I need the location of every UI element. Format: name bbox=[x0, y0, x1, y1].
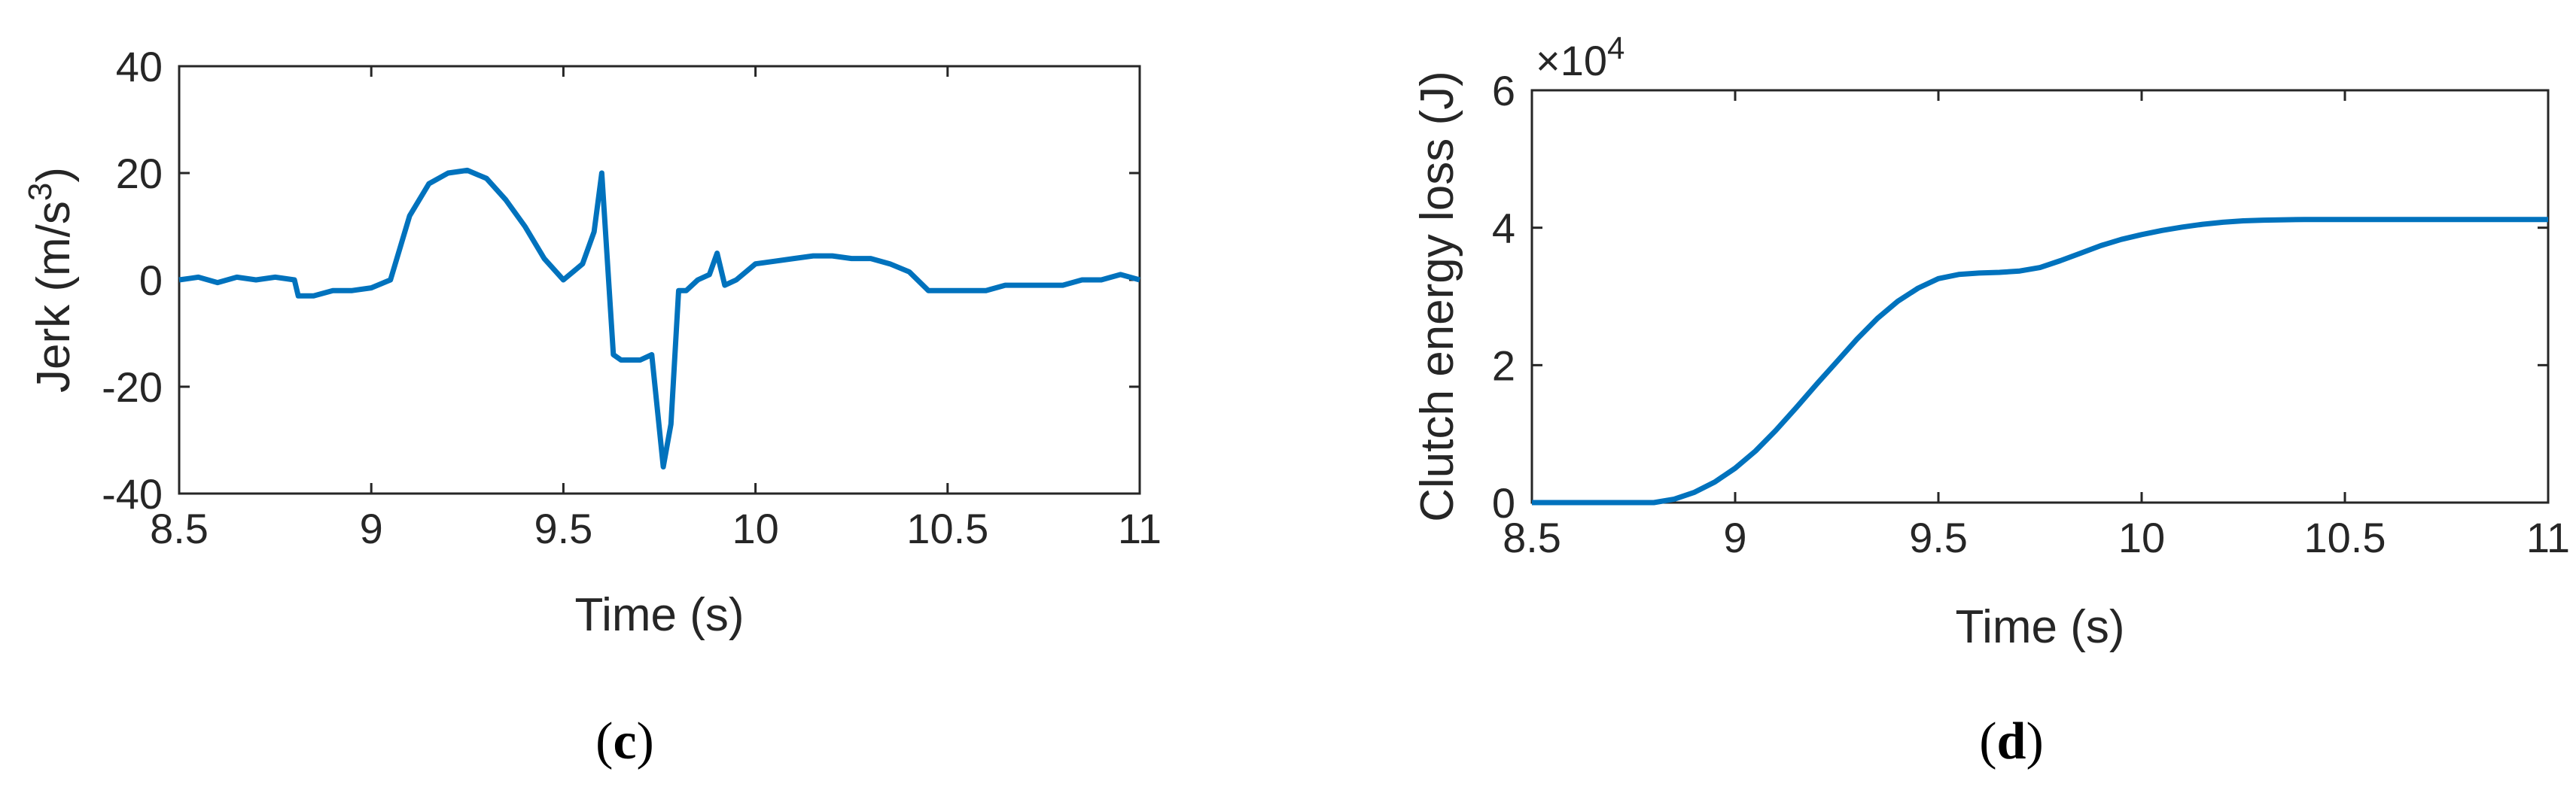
y-tick-label: 40 bbox=[116, 43, 163, 90]
y-tick-label: -20 bbox=[102, 363, 163, 411]
y-tick-label: 0 bbox=[139, 257, 163, 304]
y-axis-label-main: Jerk (m/s bbox=[28, 201, 80, 393]
y-scale-base: ×10 bbox=[1536, 37, 1607, 84]
series-line bbox=[1532, 217, 2548, 506]
panel-label-c: (c) bbox=[595, 712, 654, 770]
y-tick-label: -40 bbox=[102, 470, 163, 518]
x-tick-labels: 8.5 9 9.5 10 10.5 11 bbox=[1503, 514, 2570, 561]
y-axis-label: Jerk (m/s3) bbox=[22, 167, 80, 393]
y-tick-label: 20 bbox=[116, 150, 163, 197]
plot-area bbox=[1530, 89, 2550, 504]
x-tick-label: 9.5 bbox=[534, 505, 592, 552]
y-tick-label: 4 bbox=[1492, 205, 1515, 252]
y-scale-multiplier: ×104 bbox=[1536, 30, 1624, 84]
x-tick-label: 9 bbox=[360, 505, 383, 552]
x-tick-label: 11 bbox=[1118, 505, 1162, 552]
y-tick-labels: -40 -20 0 20 40 bbox=[102, 43, 163, 518]
clutch-energy-chart: 0 2 4 6 8.5 9 9.5 10 10.5 11 Time (s) Clutch ene… bbox=[1411, 30, 2570, 770]
y-axis-label-close: ) bbox=[28, 167, 80, 183]
x-tick-label: 8.5 bbox=[150, 505, 209, 552]
y-axis-label-superscript: 3 bbox=[22, 183, 59, 201]
y-axis-label: Clutch energy loss (J) bbox=[1411, 71, 1463, 522]
x-tick-label: 8.5 bbox=[1503, 514, 1561, 561]
x-tick-label: 10.5 bbox=[2304, 514, 2386, 561]
x-axis-label: Time (s) bbox=[575, 589, 744, 641]
series-line bbox=[178, 167, 1140, 469]
x-tick-label: 10.5 bbox=[906, 505, 988, 552]
x-tick-labels: 8.5 9 9.5 10 10.5 11 bbox=[150, 505, 1162, 552]
panel-letter-c: c bbox=[613, 712, 636, 770]
x-tick-label: 9 bbox=[1723, 514, 1746, 561]
x-tick-label: 9.5 bbox=[1909, 514, 1968, 561]
y-tick-label: 2 bbox=[1492, 342, 1515, 389]
panel-letter-d: d bbox=[1997, 712, 2026, 770]
y-tick-labels: 0 2 4 6 bbox=[1492, 67, 1515, 527]
y-scale-exponent: 4 bbox=[1607, 30, 1624, 65]
x-tick-label: 11 bbox=[2526, 514, 2570, 561]
x-tick-label: 10 bbox=[2118, 514, 2165, 561]
y-tick-label: 0 bbox=[1492, 479, 1515, 527]
x-axis-label: Time (s) bbox=[1956, 601, 2125, 653]
x-tick-label: 10 bbox=[732, 505, 778, 552]
jerk-chart: -40 -20 0 20 40 8.5 9 9.5 10 10.5 11 Time (s) Jer… bbox=[22, 43, 1162, 770]
y-tick-label: 6 bbox=[1492, 67, 1515, 114]
panel-label-d: (d) bbox=[1979, 712, 2044, 770]
